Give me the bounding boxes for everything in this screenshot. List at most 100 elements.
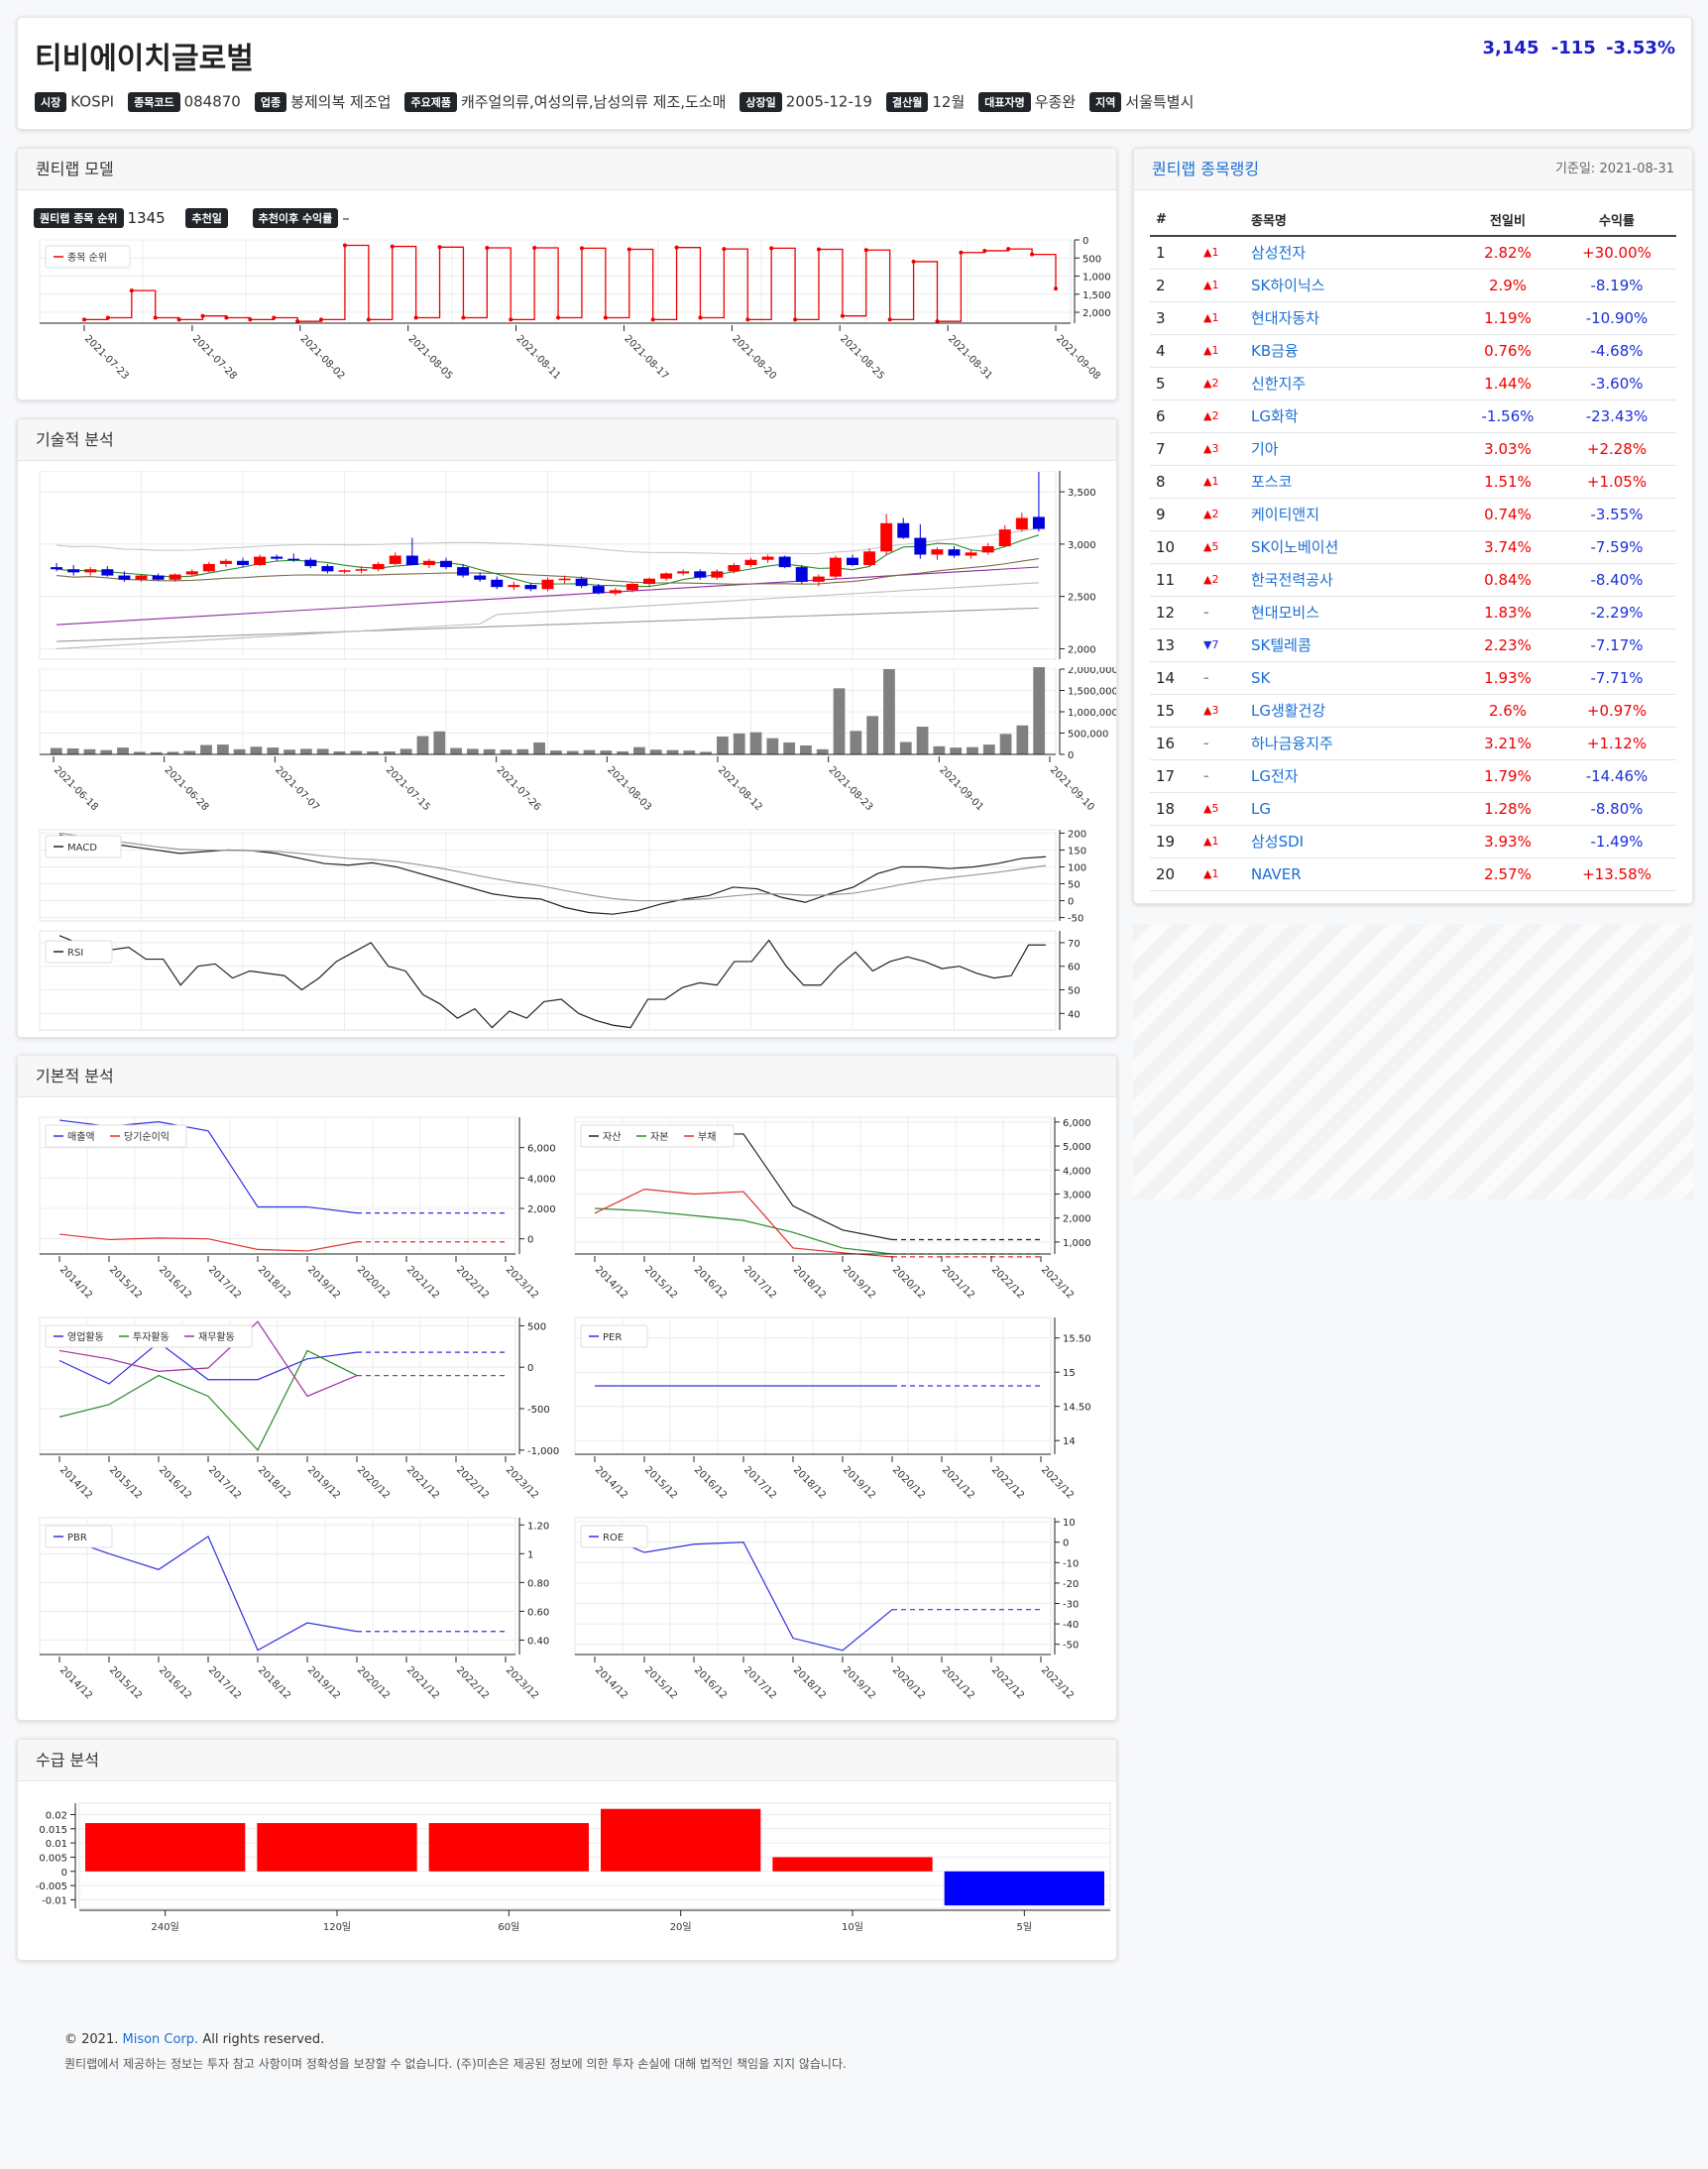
ranking-stock-name[interactable]: 현대자동차	[1245, 301, 1458, 335]
x-tick-label: 2018/12	[256, 1264, 292, 1301]
ranking-stock-name[interactable]: 삼성SDI	[1245, 825, 1458, 858]
ranking-row[interactable]: 9 ▲2 케이티앤지 0.74% -3.55%	[1150, 498, 1676, 531]
y-tick-label: 0.005	[39, 1853, 67, 1864]
supply-bar	[601, 1808, 761, 1872]
ranking-row[interactable]: 18 ▲5 LG 1.28% -8.80%	[1150, 792, 1676, 826]
x-tick-label: 2019/12	[841, 1264, 877, 1301]
y-tick-label: -10	[1063, 1558, 1079, 1569]
ranking-stock-name[interactable]: 포스코	[1245, 465, 1458, 499]
meta-value: 12월	[932, 93, 966, 111]
x-tick-label: 2014/12	[593, 1264, 629, 1301]
rsi-chart[interactable]: 70 60 50 40 RSI	[18, 927, 1116, 1036]
ranking-row[interactable]: 7 ▲3 기아 3.03% +2.28%	[1150, 432, 1676, 466]
ranking-stock-name[interactable]: SK텔레콤	[1245, 628, 1458, 662]
ranking-stock-name[interactable]: 신한지주	[1245, 367, 1458, 400]
ranking-row[interactable]: 5 ▲2 신한지주 1.44% -3.60%	[1150, 367, 1676, 400]
balance-sheet-chart[interactable]: 6,000 5,000 4,000 3,000 2,000 1,000 2014/12 201…	[553, 1109, 1098, 1308]
ranking-row[interactable]: 10 ▲5 SK이노베이션 3.74% -7.59%	[1150, 530, 1676, 564]
footer-company-link[interactable]: Mison Corp.	[122, 2032, 199, 2047]
per-chart[interactable]: 15.50 15 14.50 14 2014/12 2015/12 2016/12 2017/…	[553, 1310, 1098, 1508]
candle-body	[474, 575, 487, 580]
col-rank: #	[1150, 204, 1197, 237]
volume-bar	[483, 748, 496, 754]
ranking-row[interactable]: 8 ▲1 포스코 1.51% +1.05%	[1150, 465, 1676, 499]
ranking-stock-name[interactable]: 기아	[1245, 432, 1458, 466]
ranking-stock-name[interactable]: NAVER	[1245, 857, 1458, 891]
candle-body	[287, 558, 300, 561]
pbr-chart[interactable]: 1.20 1 0.80 0.60 0.40 2014/12 2015/12 2016/12 20…	[18, 1510, 563, 1708]
ranking-rank: 12	[1150, 596, 1197, 629]
ranking-row[interactable]: 11 ▲2 한국전력공사 0.84% -8.40%	[1150, 563, 1676, 597]
ranking-row[interactable]: 4 ▲1 KB금융 0.76% -4.68%	[1150, 334, 1676, 368]
y-tick-label: 3,500	[1068, 488, 1096, 499]
ranking-stock-name[interactable]: KB금융	[1245, 334, 1458, 368]
ranking-stock-name[interactable]: LG생활건강	[1245, 694, 1458, 728]
x-tick-label: 2016/12	[692, 1264, 729, 1301]
return-value: –	[342, 209, 350, 227]
ranking-row[interactable]: 12– 현대모비스 1.83% -2.29%	[1150, 596, 1676, 629]
ranking-move: ▲5	[1197, 530, 1245, 564]
ranking-stock-name[interactable]: LG	[1245, 792, 1458, 826]
sales-income-chart[interactable]: 6,000 4,000 2,000 0 2014/12 2015/12 2016/12 201…	[18, 1109, 563, 1308]
y-tick-label: -0.005	[36, 1882, 67, 1892]
x-tick-label: 2017/12	[741, 1664, 778, 1701]
ranking-stock-name[interactable]: SK	[1245, 661, 1458, 695]
volume-bar	[550, 750, 562, 754]
volume-bar	[1016, 725, 1029, 754]
rank-point	[437, 245, 442, 250]
rank-point	[793, 317, 798, 322]
x-tick-label: 2020/12	[890, 1264, 927, 1301]
series-line	[58, 1233, 358, 1252]
ranking-stock-name[interactable]: LG화학	[1245, 400, 1458, 433]
ranking-rank: 14	[1150, 661, 1197, 695]
ranking-card-title[interactable]: 퀀티랩 종목랭킹	[1152, 160, 1260, 178]
macd-chart[interactable]: 200 150 100 50 0 -50 MACD	[18, 826, 1116, 925]
price-change-pct: -3.53%	[1606, 38, 1675, 58]
ranking-stock-name[interactable]: 하나금융지주	[1245, 727, 1458, 760]
ranking-row[interactable]: 14– SK 1.93% -7.71%	[1150, 661, 1676, 695]
ranking-stock-name[interactable]: LG전자	[1245, 759, 1458, 793]
ranking-stock-name[interactable]: 삼성전자	[1245, 236, 1458, 270]
x-tick-label: 2016/12	[157, 1664, 193, 1701]
y-tick-label: 6,000	[527, 1144, 556, 1155]
ranking-change: 3.03%	[1458, 432, 1557, 466]
ranking-stock-name[interactable]: 현대모비스	[1245, 596, 1458, 629]
ranking-row[interactable]: 6 ▲2 LG화학 -1.56% -23.43%	[1150, 400, 1676, 433]
ranking-row[interactable]: 3 ▲1 현대자동차 1.19% -10.90%	[1150, 301, 1676, 335]
ranking-row[interactable]: 17– LG전자 1.79% -14.46%	[1150, 759, 1676, 793]
ranking-row[interactable]: 1 ▲1 삼성전자 2.82% +30.00%	[1150, 236, 1676, 270]
rank-point	[626, 247, 631, 252]
rank-history-chart[interactable]: 0 500 1,000 1,500 2,000 2021-07-23 2021-07-28 2…	[18, 236, 1116, 400]
ranking-stock-name[interactable]: 케이티앤지	[1245, 498, 1458, 531]
candle-body	[931, 549, 944, 555]
volume-bar	[950, 747, 963, 754]
x-tick-label: 2017/12	[741, 1264, 778, 1301]
candle-body	[880, 522, 893, 552]
price-candlestick-chart[interactable]: 3,500 3,000 2,500 2,000	[18, 471, 1116, 665]
ranking-row[interactable]: 2 ▲1 SK하이닉스 2.9% -8.19%	[1150, 269, 1676, 302]
supply-bar-chart[interactable]: 0.02 0.015 0.01 0.005 0 -0.005 -0.01 240일 120일 60…	[18, 1783, 1116, 1960]
volume-chart[interactable]: 2,000,000 1,500,000 1,000,000 500,000 0 2021-…	[18, 667, 1116, 816]
cashflow-chart[interactable]: 500 0 -500 -1,000 2014/12 2015/12 2016/12 2017/…	[18, 1310, 563, 1508]
ranking-return: -3.55%	[1557, 498, 1676, 531]
series-line	[594, 1207, 893, 1255]
ranking-row[interactable]: 19 ▲1 삼성SDI 3.93% -1.49%	[1150, 825, 1676, 858]
candle-body	[863, 551, 876, 565]
x-tick-label: 2019/12	[305, 1664, 342, 1701]
ranking-card: 퀀티랩 종목랭킹 기준일: 2021-08-31 # 종목명 전일비 수익률 1…	[1133, 148, 1693, 904]
roe-chart[interactable]: 10 0 -10 -20 -30 -40 -50 2014/12 2015/12 2016/12 2…	[553, 1510, 1098, 1708]
ranking-row[interactable]: 15 ▲3 LG생활건강 2.6% +0.97%	[1150, 694, 1676, 728]
candle-body	[271, 556, 284, 559]
ranking-stock-name[interactable]: 한국전력공사	[1245, 563, 1458, 597]
price-block: 3,145 -115 -3.53%	[1483, 38, 1675, 58]
ranking-row[interactable]: 13 ▼7 SK텔레콤 2.23% -7.17%	[1150, 628, 1676, 662]
ranking-row[interactable]: 20 ▲1 NAVER 2.57% +13.58%	[1150, 857, 1676, 891]
ranking-row[interactable]: 16– 하나금융지주 3.21% +1.12%	[1150, 727, 1676, 760]
ranking-stock-name[interactable]: SK하이닉스	[1245, 269, 1458, 302]
x-tick-label: 2021/12	[940, 1464, 976, 1501]
y-tick-label: 0	[61, 1868, 67, 1879]
legend-label: 영업활동	[67, 1330, 104, 1343]
rank-point	[911, 259, 916, 264]
ranking-stock-name[interactable]: SK이노베이션	[1245, 530, 1458, 564]
y-tick-label: 500,000	[1068, 730, 1108, 741]
